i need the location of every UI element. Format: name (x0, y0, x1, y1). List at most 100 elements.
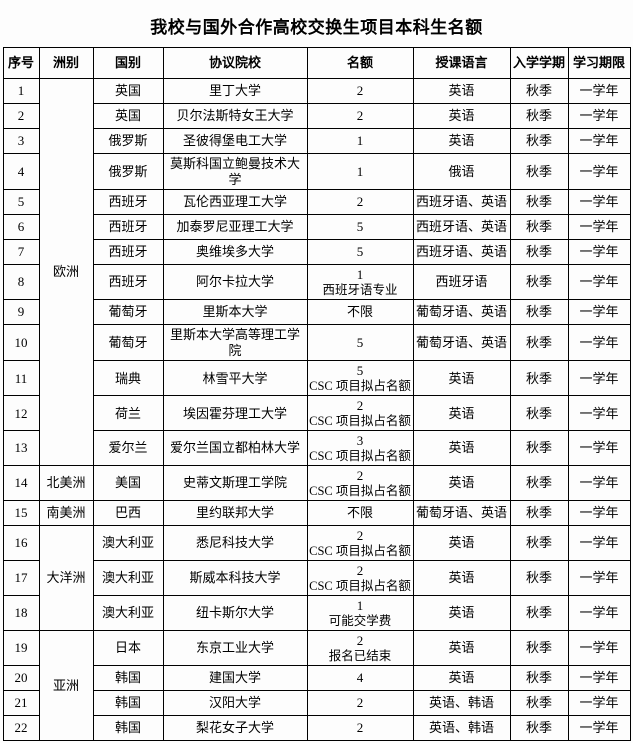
quota-cell: 1 (306, 152, 414, 191)
language-cell: 西班牙语、英语 (412, 189, 511, 216)
row-number-cell: 9 (2, 299, 40, 326)
country-cell: 英国 (92, 78, 164, 104)
quota-cell: 5 (306, 214, 414, 241)
row-number-cell: 17 (2, 560, 40, 597)
quota-value: 2 (356, 83, 364, 99)
row-number-cell: 19 (2, 630, 40, 667)
language-cell: 葡萄牙语、英语 (412, 500, 511, 527)
country-cell: 日本 (92, 630, 164, 667)
country-cell: 瑞典 (92, 360, 164, 397)
country-cell: 韩国 (92, 665, 164, 692)
university-cell: 悉尼科技大学 (162, 525, 308, 562)
header-cell-university: 协议院校 (162, 47, 308, 79)
semester-cell: 秋季 (509, 264, 569, 301)
row-number-cell: 5 (2, 189, 40, 216)
table-row: 11 瑞典 林雪平大学 5 CSC 项目拟占名额 英语 秋季 一学年 (2, 360, 631, 397)
continent-cell: 北美洲 (38, 465, 94, 502)
header-cell-quota: 名额 (306, 47, 414, 79)
duration-cell: 一学年 (567, 103, 631, 129)
university-cell: 里斯本大学高等理工学院 (162, 324, 308, 362)
quota-cell: 5 (306, 324, 414, 362)
quota-note: CSC 项目拟占名额 (309, 413, 411, 428)
university-cell: 贝尔法斯特女王大学 (162, 103, 308, 129)
header-cell-duration: 学习期限 (567, 47, 631, 79)
duration-cell: 一学年 (567, 239, 631, 266)
country-cell: 澳大利亚 (92, 525, 164, 562)
language-cell: 西班牙语、英语 (412, 239, 511, 266)
quota-cell: 3 CSC 项目拟占名额 (306, 430, 414, 467)
table-row: 20 韩国 建国大学 4 英语 秋季 一学年 (2, 665, 631, 692)
quota-value: 4 (356, 670, 364, 686)
duration-cell: 一学年 (567, 665, 631, 692)
university-cell: 加泰罗尼亚理工大学 (162, 214, 308, 241)
quota-cell: 2 (306, 78, 414, 104)
quota-note: 可能交学费 (328, 613, 392, 628)
country-cell: 韩国 (92, 690, 164, 717)
duration-cell: 一学年 (567, 324, 631, 362)
university-cell: 里斯本大学 (162, 299, 308, 326)
table-row: 8 西班牙 阿尔卡拉大学 1 西班牙语专业 西班牙语 秋季 一学年 (2, 264, 631, 301)
header-cell-country: 国别 (92, 47, 164, 79)
language-cell: 英语 (412, 595, 511, 632)
university-cell: 斯威本科技大学 (162, 560, 308, 597)
semester-cell: 秋季 (509, 690, 569, 717)
row-number-cell: 18 (2, 595, 40, 632)
language-cell: 英语 (412, 465, 511, 502)
semester-cell: 秋季 (509, 525, 569, 562)
semester-cell: 秋季 (509, 152, 569, 191)
semester-cell: 秋季 (509, 324, 569, 362)
quota-value: 3 (356, 433, 364, 449)
language-cell: 英语 (412, 665, 511, 692)
duration-cell: 一学年 (567, 690, 631, 717)
quota-value: 1 (356, 133, 364, 149)
quota-value: 2 (356, 108, 364, 124)
university-cell: 梨花女子大学 (162, 715, 308, 742)
duration-cell: 一学年 (567, 595, 631, 632)
duration-cell: 一学年 (567, 395, 631, 432)
language-cell: 西班牙语 (412, 264, 511, 301)
duration-cell: 一学年 (567, 299, 631, 326)
university-cell: 史蒂文斯理工学院 (162, 465, 308, 502)
table-row: 21 韩国 汉阳大学 2 英语、韩语 秋季 一学年 (2, 690, 631, 717)
quota-value: 2 (356, 720, 364, 736)
language-cell: 英语、韩语 (412, 715, 511, 742)
row-number-cell: 15 (2, 500, 40, 527)
duration-cell: 一学年 (567, 560, 631, 597)
table-row: 6 西班牙 加泰罗尼亚理工大学 5 西班牙语、英语 秋季 一学年 (2, 214, 631, 241)
row-number-cell: 22 (2, 715, 40, 742)
table-row: 7 西班牙 奥维埃多大学 5 西班牙语、英语 秋季 一学年 (2, 239, 631, 266)
duration-cell: 一学年 (567, 630, 631, 667)
language-cell: 英语 (412, 560, 511, 597)
semester-cell: 秋季 (509, 715, 569, 742)
table-row: 10 葡萄牙 里斯本大学高等理工学院 5 葡萄牙语、英语 秋季 一学年 (2, 324, 631, 362)
quota-value: 5 (356, 219, 364, 235)
quota-value: 2 (356, 563, 364, 579)
language-cell: 英语 (412, 430, 511, 467)
semester-cell: 秋季 (509, 630, 569, 667)
quota-cell: 2 CSC 项目拟占名额 (306, 465, 414, 502)
quota-note: CSC 项目拟占名额 (309, 543, 411, 558)
language-cell: 俄语 (412, 152, 511, 191)
table-body: 1 欧洲 英国 里丁大学 2 英语 秋季 一学年 2 英国 贝尔法斯特女王大学 2 英语 秋季 一学年 3 俄罗… (2, 77, 631, 742)
row-number-cell: 8 (2, 264, 40, 301)
quota-cell: 5 (306, 239, 414, 266)
header-row: 序号 洲别 国别 协议院校 名额 授课语言 入学学期 学习期限 (2, 47, 631, 79)
country-cell: 巴西 (92, 500, 164, 527)
continent-cell: 南美洲 (38, 500, 94, 527)
quota-value: 1 (356, 267, 364, 283)
language-cell: 英语 (412, 128, 511, 154)
exchange-quota-table: 序号 洲别 国别 协议院校 名额 授课语言 入学学期 学习期限 1 欧洲 英国 里丁大… (2, 47, 631, 742)
quota-cell: 2 CSC 项目拟占名额 (306, 525, 414, 562)
country-cell: 英国 (92, 103, 164, 129)
quota-cell: 2 (306, 690, 414, 717)
university-cell: 奥维埃多大学 (162, 239, 308, 266)
table-row: 15 南美洲 巴西 里约联邦大学 不限 葡萄牙语、英语 秋季 一学年 (2, 500, 631, 527)
semester-cell: 秋季 (509, 395, 569, 432)
quota-cell: 不限 (306, 500, 414, 527)
header-cell-semester: 入学学期 (509, 47, 569, 79)
semester-cell: 秋季 (509, 500, 569, 527)
row-number-cell: 6 (2, 214, 40, 241)
quota-note: CSC 项目拟占名额 (309, 378, 411, 393)
university-cell: 里约联邦大学 (162, 500, 308, 527)
quota-value: 1 (356, 163, 364, 179)
